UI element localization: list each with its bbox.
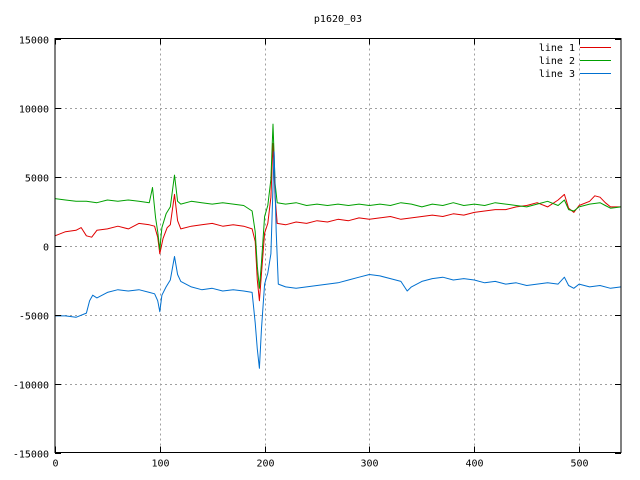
x-tick-label: 0 <box>52 459 58 470</box>
grid-lines <box>55 38 621 453</box>
series-line-1 <box>54 142 621 302</box>
tick-labels: 0 100 200 300 400 500 -15000 -10000 -5000 0 5000 10… <box>13 36 589 470</box>
chart-title: p1620_03 <box>314 14 362 25</box>
x-tick-label: 100 <box>151 459 169 470</box>
plot-frame <box>54 38 622 453</box>
series-line-2 <box>54 123 622 289</box>
y-tick-label: -15000 <box>13 450 49 461</box>
legend: line 1 line 2 line 3 <box>539 43 611 80</box>
y-tick-label: 15000 <box>19 36 49 47</box>
x-tick-label: 500 <box>570 459 588 470</box>
legend-label: line 3 <box>539 69 575 80</box>
series-line-3 <box>55 151 622 369</box>
legend-label: line 2 <box>539 56 575 67</box>
y-tick-label: -10000 <box>13 381 49 392</box>
x-tick-label: 300 <box>360 459 378 470</box>
x-tick-label: 200 <box>256 459 274 470</box>
y-tick-label: 5000 <box>25 174 49 185</box>
axis-ticks <box>55 38 621 454</box>
y-tick-label: 0 <box>43 243 49 254</box>
plot-series <box>54 123 622 369</box>
legend-label: line 1 <box>539 43 575 54</box>
y-tick-label: -5000 <box>19 312 49 323</box>
x-tick-label: 400 <box>465 459 483 470</box>
y-tick-label: 10000 <box>19 105 49 116</box>
